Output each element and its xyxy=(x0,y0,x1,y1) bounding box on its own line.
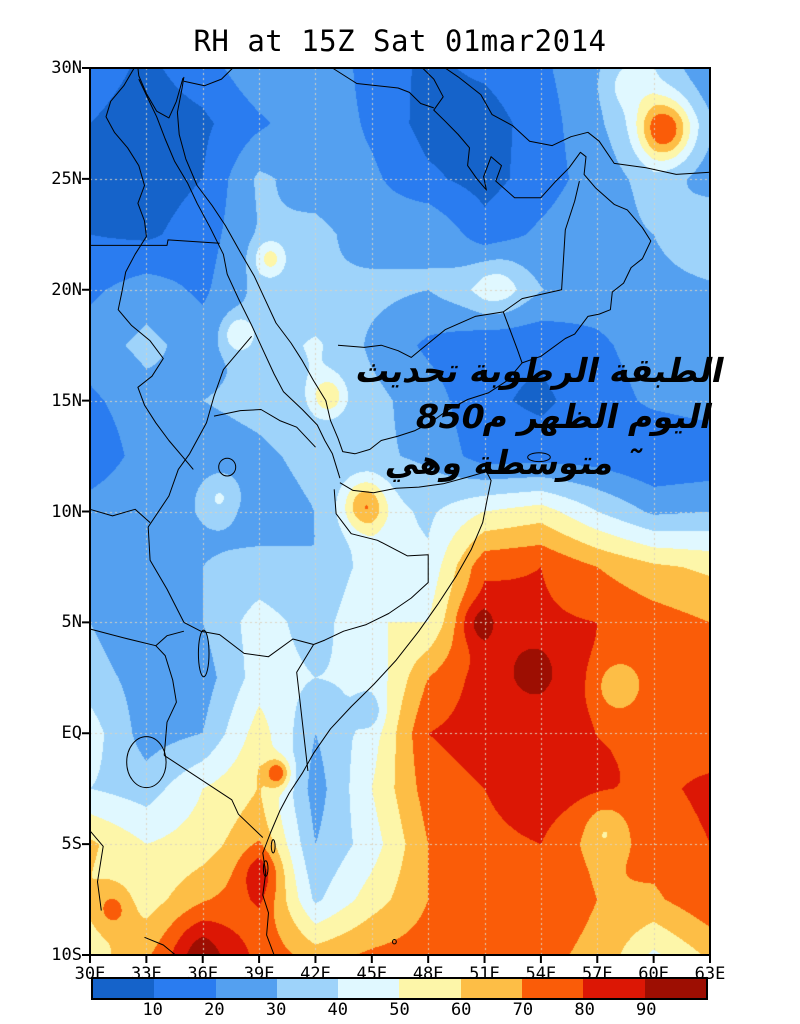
lat-label-10N: 10N xyxy=(51,501,82,522)
colorbar-segment-8 xyxy=(522,979,584,998)
lon-label-36E: 36E xyxy=(187,964,219,984)
colorbar xyxy=(91,977,708,1000)
colorbar-label-40: 40 xyxy=(327,1000,349,1020)
lon-label-57E: 57E xyxy=(581,964,613,984)
arabic-annotation: ⁦تحديث⁩ ⁦الرطوبة⁩ ⁦الطبقة⁩ ⁦850م⁩ ⁦الظهر⁩… xyxy=(279,348,728,486)
lon-label-48E: 48E xyxy=(412,964,444,984)
colorbar-segment-9 xyxy=(583,979,645,998)
annotation-line-3: ⁦وهي⁩ ⁦متوسطة⁩ ⁦˜⁩ xyxy=(382,443,647,482)
colorbar-label-60: 60 xyxy=(450,1000,472,1020)
colorbar-segment-10 xyxy=(644,979,706,998)
colorbar-segment-2 xyxy=(154,979,216,998)
colorbar-label-80: 80 xyxy=(574,1000,595,1020)
colorbar-label-10: 10 xyxy=(142,1000,163,1020)
colorbar-segment-1 xyxy=(93,979,155,998)
lat-label-15N: 15N xyxy=(51,390,82,411)
colorbar-label-20: 20 xyxy=(204,1000,225,1020)
lat-label-5N: 5N xyxy=(61,612,82,633)
lat-label-EQ: EQ xyxy=(61,723,82,744)
lat-label-20N: 20N xyxy=(51,279,82,300)
rh-field-map xyxy=(90,68,710,955)
annotation-line-2: ⁦850م⁩ ⁦الظهر⁩ ⁦اليوم⁩ xyxy=(411,397,717,436)
lon-label-51E: 51E xyxy=(469,964,500,984)
colorbar-segment-3 xyxy=(215,979,277,998)
lon-label-60E: 60E xyxy=(638,964,669,984)
colorbar-label-50: 50 xyxy=(389,1000,410,1020)
lon-label-30E: 30E xyxy=(74,964,106,984)
colorbar-segment-7 xyxy=(460,979,523,998)
lon-label-45E: 45E xyxy=(356,964,388,984)
lon-label-39E: 39E xyxy=(243,964,275,984)
colorbar-segment-4 xyxy=(276,979,339,998)
plot-title: RH at 15Z Sat 01mar2014 xyxy=(193,24,607,58)
colorbar-segment-6 xyxy=(399,979,461,998)
colorbar-label-90: 90 xyxy=(636,1000,657,1020)
lat-label-25N: 25N xyxy=(51,168,82,189)
lat-label-5S: 5S xyxy=(61,834,82,855)
lon-label-63E: 63E xyxy=(694,964,726,984)
lat-label-30N: 30N xyxy=(51,58,82,78)
colorbar-segment-5 xyxy=(338,979,400,998)
lat-label-10S: 10S xyxy=(51,945,82,965)
lon-label-42E: 42E xyxy=(300,964,331,984)
colorbar-label-30: 30 xyxy=(265,1000,287,1020)
colorbar-label-70: 70 xyxy=(512,1000,534,1020)
lon-label-54E: 54E xyxy=(525,964,557,984)
lon-label-33E: 33E xyxy=(131,964,162,984)
annotation-line-1: ⁦تحديث⁩ ⁦الرطوبة⁩ ⁦الطبقة⁩ xyxy=(352,351,729,390)
